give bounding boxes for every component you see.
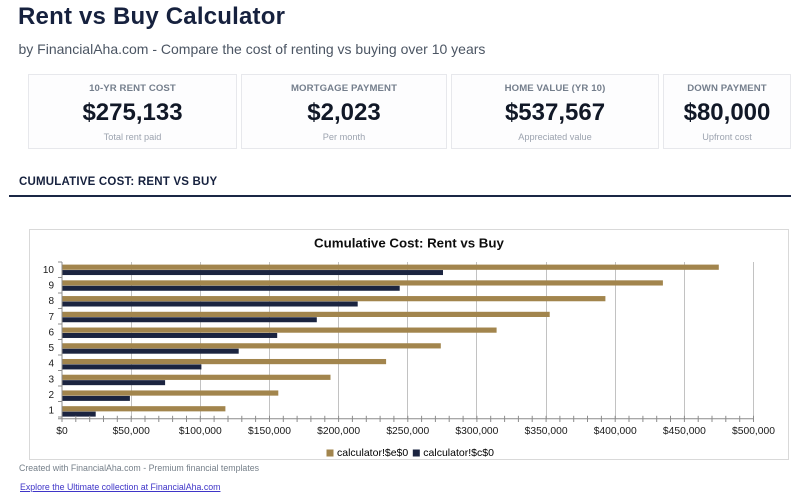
svg-text:1: 1 (48, 405, 54, 416)
svg-text:$100,000: $100,000 (179, 426, 222, 437)
svg-text:$300,000: $300,000 (455, 426, 498, 437)
svg-text:6: 6 (48, 327, 54, 338)
svg-text:$150,000: $150,000 (248, 426, 291, 437)
svg-text:$450,000: $450,000 (663, 426, 706, 437)
svg-text:$50,000: $50,000 (113, 426, 150, 437)
svg-text:4: 4 (48, 358, 54, 369)
svg-text:3: 3 (48, 374, 54, 385)
svg-text:$500,000: $500,000 (732, 426, 775, 437)
svg-text:9: 9 (48, 280, 54, 291)
svg-text:$400,000: $400,000 (594, 426, 637, 437)
svg-text:2: 2 (48, 390, 54, 401)
svg-text:$350,000: $350,000 (525, 426, 568, 437)
svg-text:10: 10 (43, 264, 55, 275)
svg-text:7: 7 (48, 311, 54, 322)
svg-text:$250,000: $250,000 (386, 426, 429, 437)
svg-text:$200,000: $200,000 (317, 426, 360, 437)
svg-text:Cumulative Cost: Rent vs Buy: Cumulative Cost: Rent vs Buy (314, 235, 504, 250)
svg-text:calculator!$c$0: calculator!$c$0 (423, 447, 494, 459)
svg-text:$0: $0 (56, 426, 68, 437)
svg-text:5: 5 (48, 343, 54, 354)
svg-text:calculator!$e$0: calculator!$e$0 (337, 447, 408, 459)
svg-text:8: 8 (48, 296, 54, 307)
